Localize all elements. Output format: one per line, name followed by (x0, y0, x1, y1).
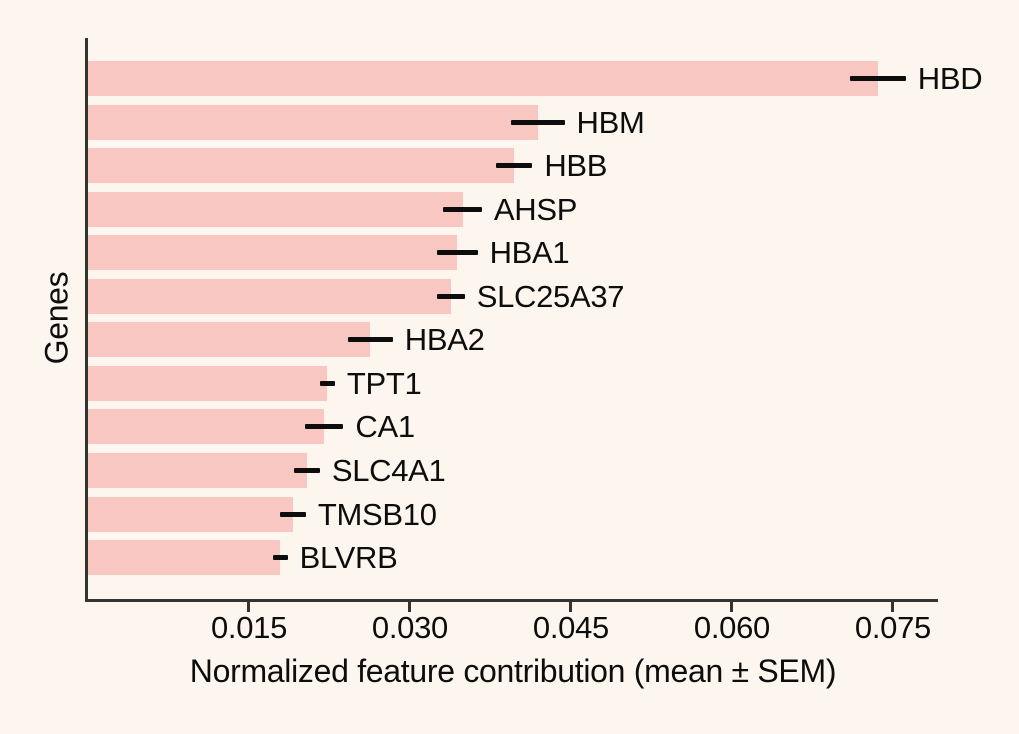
bar-row: SLC4A1 (88, 452, 938, 488)
gene-label: HBA1 (489, 235, 570, 271)
bar (88, 540, 281, 576)
bar-row: HBA1 (88, 235, 938, 271)
bar (88, 104, 538, 140)
bar (88, 278, 451, 314)
gene-label: HBA2 (404, 322, 485, 358)
error-bar (495, 163, 533, 169)
bar-row: HBB (88, 148, 938, 184)
error-bar (304, 424, 344, 430)
x-tick-label: 0.075 (854, 610, 931, 645)
error-bar (319, 380, 335, 386)
x-axis-title: Normalized feature contribution (mean ± … (189, 653, 837, 689)
bar-row: SLC25A37 (88, 278, 938, 314)
gene-label: HBM (576, 104, 645, 140)
bar (88, 61, 878, 96)
gene-label: CA1 (355, 409, 415, 445)
bar-row: TMSB10 (88, 496, 938, 532)
x-tick (408, 602, 412, 612)
error-bar (280, 511, 306, 517)
x-tick (569, 602, 573, 612)
bar-row: HBD (88, 61, 983, 96)
bar (88, 365, 328, 401)
gene-label: TPT1 (346, 365, 422, 401)
bar (88, 409, 325, 445)
x-tick-label: 0.045 (532, 610, 609, 645)
bar-row: HBA2 (88, 322, 938, 358)
gene-label: AHSP (493, 191, 578, 227)
bar (88, 452, 307, 488)
bar-row: AHSP (88, 191, 938, 227)
x-tick-label: 0.030 (371, 610, 448, 645)
y-axis-line (85, 38, 88, 602)
bar (88, 235, 458, 271)
x-tick-label: 0.060 (693, 610, 770, 645)
gene-label: SLC25A37 (476, 278, 625, 314)
x-tick (891, 602, 895, 612)
y-axis-title: Genes (38, 271, 75, 365)
bar (88, 322, 371, 358)
bar (88, 148, 515, 184)
bar-row: HBM (88, 104, 938, 140)
x-axis-line (85, 599, 938, 602)
x-tick (730, 602, 734, 612)
plot-area: HBD HBM HBB AHSP HBA1 SLC25A37 HBA2 TPT1 CA1 SLC4… (85, 38, 983, 645)
error-bar (272, 555, 288, 561)
gene-label: HBB (544, 148, 608, 184)
bar (88, 496, 293, 532)
x-tick-label: 0.015 (210, 610, 288, 645)
error-bar (294, 467, 320, 473)
bar-row: TPT1 (88, 365, 938, 401)
gene-label: TMSB10 (317, 496, 437, 532)
error-bar (510, 119, 565, 125)
error-bar (347, 337, 393, 343)
gene-label: HBD (917, 61, 983, 96)
bar-row: CA1 (88, 409, 938, 445)
gene-label: BLVRB (299, 540, 398, 576)
gene-label: SLC4A1 (331, 452, 446, 488)
error-bar (436, 250, 478, 256)
error-bar (436, 293, 465, 299)
bar (88, 191, 463, 227)
error-bar (849, 76, 906, 81)
error-bar (443, 206, 482, 212)
bar-row: BLVRB (88, 540, 938, 576)
x-tick (247, 602, 251, 612)
